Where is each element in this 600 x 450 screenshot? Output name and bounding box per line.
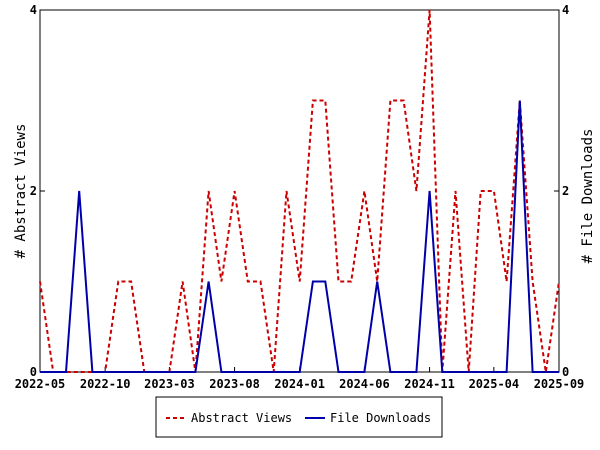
y-right-tick-label: 4: [562, 3, 569, 17]
x-tick-label: 2024-01: [274, 377, 325, 391]
x-tick-label: 2022-05: [15, 377, 66, 391]
y-left-tick-label: 4: [30, 3, 37, 17]
legend-label-file-downloads: File Downloads: [330, 411, 431, 425]
x-tick-label: 2023-08: [209, 377, 260, 391]
x-tick-label: 2023-03: [144, 377, 195, 391]
x-tick-label: 2025-09: [534, 377, 585, 391]
y-right-tick-label: 2: [562, 184, 569, 198]
y-left-tick-label: 0: [30, 365, 37, 379]
x-tick-label: 2024-06: [339, 377, 390, 391]
y-left-axis-title: # Abstract Views: [13, 124, 29, 259]
series-line-abstract-views: [39, 9, 560, 373]
y-left-tick-label: 2: [30, 184, 37, 198]
legend-label-abstract-views: Abstract Views: [191, 411, 292, 425]
x-tick-label: 2025-04: [469, 377, 520, 391]
x-tick-label: 2022-10: [80, 377, 131, 391]
y-right-tick-label: 0: [562, 365, 569, 379]
x-tick-label: 2024-11: [404, 377, 455, 391]
y-right-title: # File Downloads: [580, 129, 596, 264]
y-right-axis-title: # File Downloads: [580, 129, 596, 264]
plot-area: 2022-05 2022-10 2023-03 2023-08 2024-01 2024-…: [15, 3, 585, 391]
legend-box: [155, 396, 443, 438]
y-left-title: # Abstract Views: [13, 124, 29, 259]
legend: Abstract Views File Downloads: [155, 396, 443, 438]
series-line-file-downloads: [40, 100, 559, 373]
